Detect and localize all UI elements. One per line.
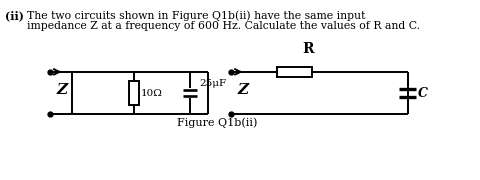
Text: The two circuits shown in Figure Q1b(ii) have the same input: The two circuits shown in Figure Q1b(ii)… [27, 10, 366, 21]
Bar [129, 81, 140, 105]
Text: 10Ω: 10Ω [141, 89, 163, 98]
Bar [277, 67, 312, 77]
Text: C: C [418, 87, 428, 100]
Text: Figure Q1b(ii): Figure Q1b(ii) [177, 118, 258, 128]
Text: impedance Z at a frequency of 600 Hz. Calculate the values of R and C.: impedance Z at a frequency of 600 Hz. Ca… [27, 21, 420, 31]
Text: (ii): (ii) [5, 10, 24, 21]
Text: Z: Z [56, 83, 67, 97]
Text: R: R [302, 42, 313, 57]
Text: 25μF: 25μF [199, 79, 227, 88]
Text: Z: Z [237, 83, 248, 97]
